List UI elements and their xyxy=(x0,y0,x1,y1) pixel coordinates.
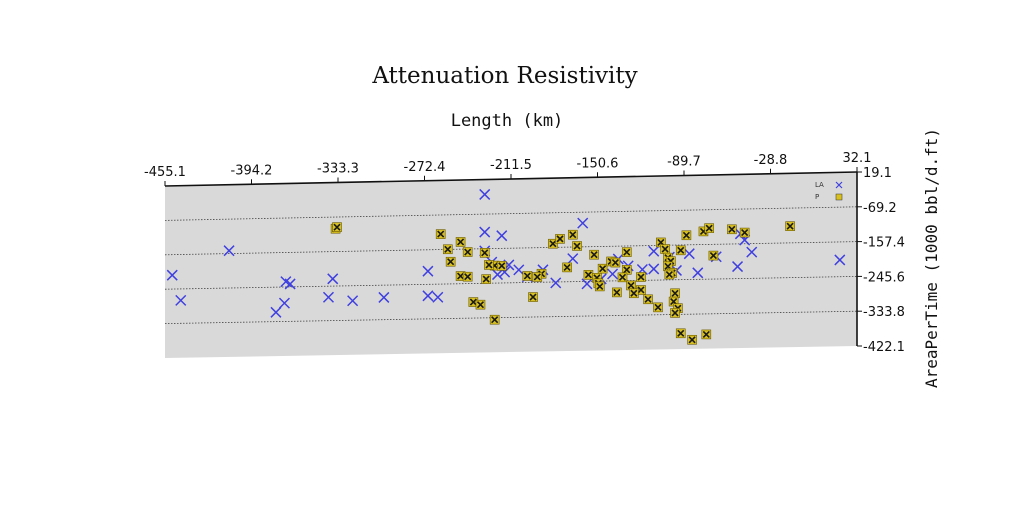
p-point xyxy=(556,234,565,243)
x-tick-label: -28.8 xyxy=(754,153,788,168)
y-tick-label: -69.2 xyxy=(863,201,897,216)
p-point xyxy=(671,289,680,298)
p-point xyxy=(705,224,714,233)
p-point xyxy=(688,335,697,344)
p-point xyxy=(595,282,604,291)
p-point xyxy=(456,237,465,246)
p-point xyxy=(573,242,582,251)
p-point xyxy=(568,230,577,239)
p-point xyxy=(612,288,621,297)
p-point xyxy=(463,272,472,281)
p-point xyxy=(611,258,620,267)
y-tick-label: -333.8 xyxy=(863,305,905,320)
x-tick-label: -150.6 xyxy=(577,156,619,171)
p-point xyxy=(682,231,691,240)
p-point xyxy=(529,293,538,302)
p-point xyxy=(484,260,493,269)
x-axis-label: Length (km) xyxy=(451,111,564,131)
p-point xyxy=(618,273,627,282)
y-axis-label: AreaPerTime (1000 bbl/d.ft) xyxy=(922,128,941,388)
p-point xyxy=(480,248,489,257)
p-point xyxy=(590,250,599,259)
p-point xyxy=(629,289,638,298)
p-point xyxy=(533,272,542,281)
x-tick-label: -211.5 xyxy=(490,158,532,173)
x-tick-label: -394.2 xyxy=(231,163,273,178)
p-point xyxy=(463,248,472,257)
y-tick-label: 19.1 xyxy=(863,166,892,181)
p-point xyxy=(476,300,485,309)
p-point xyxy=(654,303,663,312)
x-tick-label: -272.4 xyxy=(404,160,446,175)
p-point xyxy=(598,264,607,273)
legend-marker xyxy=(836,194,842,200)
legend-label: LA xyxy=(815,181,824,189)
plot-area xyxy=(165,172,857,358)
p-point xyxy=(665,270,674,279)
p-point xyxy=(702,330,711,339)
p-point xyxy=(676,246,685,255)
chart-title: Attenuation Resistivity xyxy=(371,63,637,89)
p-point xyxy=(740,228,749,237)
p-point xyxy=(482,275,491,284)
p-point xyxy=(676,329,685,338)
p-point xyxy=(661,245,670,254)
x-tick-label: -333.3 xyxy=(317,162,359,177)
y-tick-label: -422.1 xyxy=(863,340,905,355)
x-tick-label: 32.1 xyxy=(843,151,872,166)
p-point xyxy=(436,230,445,239)
p-point xyxy=(727,225,736,234)
legend-label: P xyxy=(815,193,819,201)
y-ticks: 19.1 -69.2 -157.4 -245.6 -333.8 -422.1 xyxy=(857,166,905,355)
y-tick-label: -245.6 xyxy=(863,270,905,285)
p-point xyxy=(497,261,506,270)
p-point xyxy=(333,223,342,232)
p-point xyxy=(523,271,532,280)
p-point xyxy=(584,270,593,279)
p-point xyxy=(563,263,572,272)
p-point xyxy=(443,245,452,254)
p-point xyxy=(786,222,795,231)
y-tick-label: -157.4 xyxy=(863,236,905,251)
p-point xyxy=(644,295,653,304)
p-point xyxy=(446,257,455,266)
x-tick-label: -89.7 xyxy=(667,155,701,170)
p-point xyxy=(622,248,631,257)
p-point xyxy=(671,308,680,317)
x-tick-label: -455.1 xyxy=(144,165,186,180)
p-point xyxy=(709,251,718,260)
p-point xyxy=(636,273,645,282)
p-point xyxy=(490,315,499,324)
